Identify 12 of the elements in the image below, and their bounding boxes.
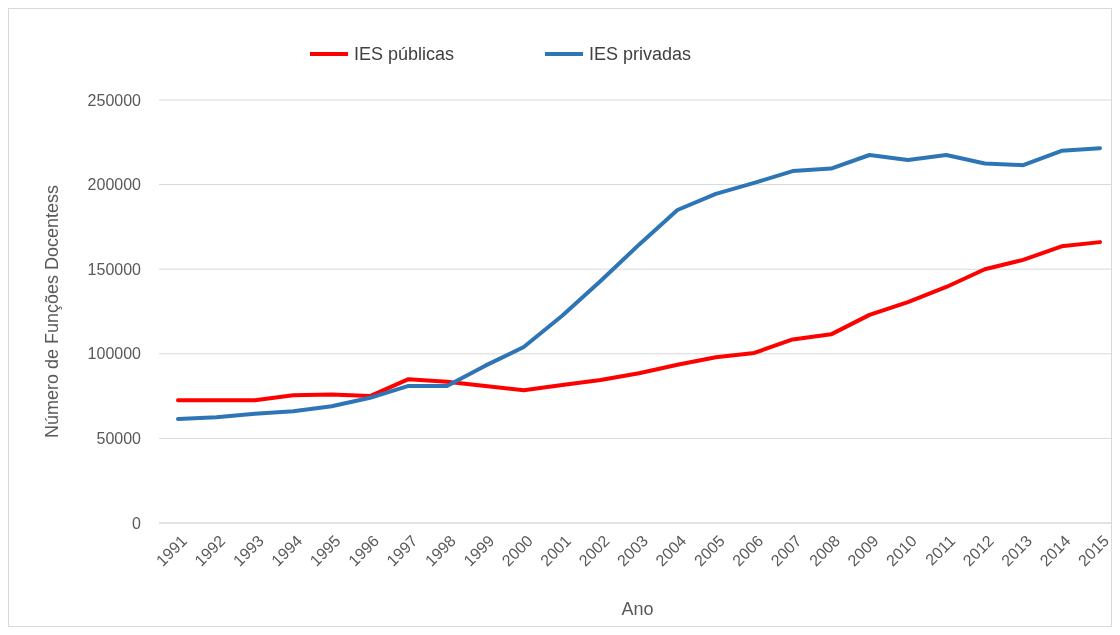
x-axis-title: Ano (621, 599, 654, 619)
y-tick-label: 0 (132, 514, 142, 532)
legend-label: IES públicas (354, 44, 455, 65)
y-axis-title: Número de Funções Docentess (42, 184, 62, 439)
line-series (176, 240, 1102, 403)
y-tick-label: 50000 (96, 430, 142, 447)
y-tick-label: 250000 (87, 91, 142, 109)
legend-label: IES privadas (589, 44, 692, 65)
line-series (176, 146, 1102, 421)
y-tick-label: 150000 (87, 260, 142, 278)
y-tick-label: 100000 (87, 345, 142, 363)
y-tick-label: 200000 (87, 176, 142, 194)
